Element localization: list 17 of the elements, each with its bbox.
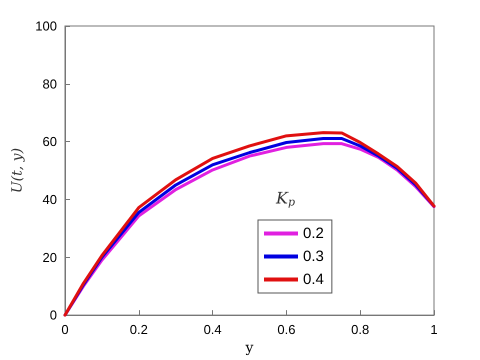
x-tick-label: 0.4 (204, 322, 222, 338)
y-tick-label: 0 (50, 308, 57, 323)
y-tick-label: 80 (42, 76, 57, 92)
legend-label: 0.3 (303, 248, 324, 265)
y-tick-label: 60 (42, 134, 57, 150)
y-tick-label: 100 (35, 18, 57, 34)
x-tick-label: 0.6 (277, 322, 296, 338)
legend-label: 0.4 (303, 271, 324, 288)
legend-label: 0.2 (303, 225, 324, 242)
y-tick-label: 40 (42, 192, 57, 207)
x-tick-label: 0 (61, 322, 69, 338)
x-tick-label: 0.8 (351, 322, 370, 338)
x-tick-label: 1 (430, 322, 438, 338)
y-tick-label: 20 (42, 250, 57, 265)
x-tick-label: 0.2 (130, 322, 148, 338)
x-axis-title: y (244, 340, 254, 356)
y-axis-title: U(t, y) (9, 148, 26, 194)
